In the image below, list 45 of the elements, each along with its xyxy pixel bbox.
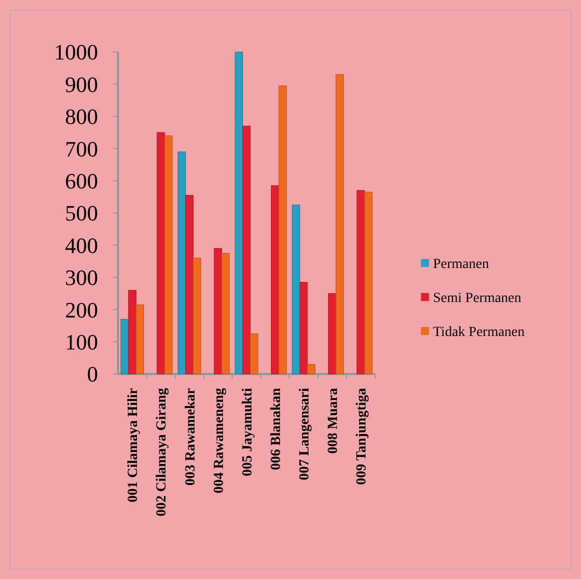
legend-label: Permanen <box>433 256 489 272</box>
y-tick-label: 100 <box>65 330 98 354</box>
y-tick-label: 300 <box>65 265 98 290</box>
bar <box>128 290 136 374</box>
bar <box>136 304 144 374</box>
legend-label: Semi Permanen <box>433 290 522 306</box>
bar <box>278 86 287 374</box>
y-tick-label: 800 <box>65 104 98 130</box>
bar <box>156 132 165 374</box>
bar <box>178 152 186 374</box>
bar <box>234 52 243 374</box>
legend-label: Tidak Permanen <box>433 324 525 340</box>
bar <box>221 252 230 374</box>
bar <box>192 258 202 374</box>
bar <box>120 318 129 374</box>
y-tick-label: 200 <box>65 297 98 322</box>
bar <box>364 192 372 374</box>
x-tick-label: 003 Rawamekar <box>183 388 198 486</box>
x-tick-label: 005 Jayamukti <box>240 388 256 476</box>
bar <box>328 293 336 374</box>
y-tick-label: 1000 <box>54 40 98 65</box>
y-tick-label: 0 <box>87 362 98 387</box>
bar <box>300 282 308 374</box>
bar <box>250 333 258 374</box>
bar <box>336 74 344 374</box>
bar <box>214 248 222 374</box>
y-tick-label: 400 <box>65 232 98 258</box>
x-tick-label: 006 Blanakan <box>268 388 284 470</box>
bar <box>307 364 316 374</box>
bar <box>164 135 173 374</box>
bar <box>270 185 280 374</box>
y-tick-label: 500 <box>65 200 98 226</box>
x-tick-label: 002 Cilamaya Girang <box>154 388 170 516</box>
x-tick-label: 004 Rawameneng <box>212 388 227 494</box>
x-tick-label: 007 Langensari <box>298 388 313 480</box>
y-tick-label: 600 <box>65 168 98 194</box>
x-tick-label: 001 Cilamaya Hilir <box>126 388 142 502</box>
bar <box>185 194 194 374</box>
bar <box>242 126 251 374</box>
bar <box>356 190 365 374</box>
y-tick-label: 700 <box>65 136 98 162</box>
x-tick-label: 008 Muara <box>326 388 342 454</box>
y-tick-label: 900 <box>65 72 98 97</box>
x-tick-label: 009 Tanjungtiga <box>354 388 370 485</box>
bar <box>292 204 300 374</box>
